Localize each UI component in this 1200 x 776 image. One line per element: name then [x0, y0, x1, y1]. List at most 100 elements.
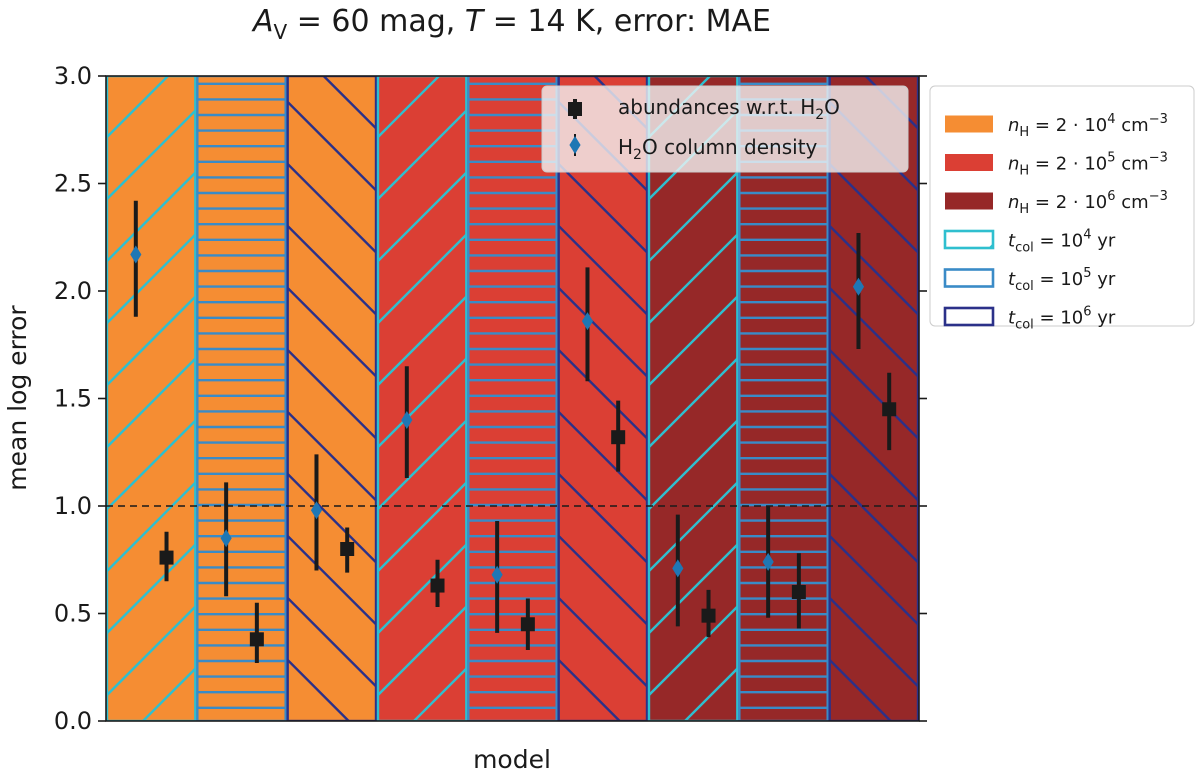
model-legend-part: n: [1008, 154, 1019, 175]
model-legend-part: = 2 · 10: [1029, 192, 1107, 213]
model-legend-part: = 10: [1034, 269, 1083, 290]
abundance-point: [791, 585, 806, 599]
model-band: [557, 76, 648, 721]
hatch-line: [106, 169, 197, 264]
legend-density-swatch: [945, 154, 993, 171]
model-band-edge: [828, 76, 919, 721]
column-density-point: [401, 411, 413, 429]
legend-square: [568, 102, 582, 116]
model-legend-entries: nH = 2 · 104 cm−3nH = 2 · 105 cm−3nH = 2…: [943, 112, 1168, 333]
model-legend-label: nH = 2 · 104 cm−3: [1008, 112, 1168, 140]
hatch-diagonal: [377, 76, 468, 721]
model-legend-part: n: [1008, 115, 1019, 136]
column-density-point: [852, 277, 865, 296]
legend-time-swatch-edge: [943, 268, 995, 288]
model-band-edge: [196, 76, 287, 721]
legend-label-column-density: H2O column density: [618, 135, 818, 163]
hatch-line: [286, 533, 377, 628]
model-bands: [106, 76, 919, 721]
legend-part: O: [824, 95, 840, 119]
legend-marker-diamond: [569, 134, 581, 156]
model-legend-part: = 10: [1034, 308, 1083, 329]
model-band: [467, 76, 558, 721]
model-legend-part: H: [1019, 164, 1029, 179]
column-density-point: [130, 245, 142, 264]
model-band: [738, 76, 829, 721]
model-legend-part: yr: [1092, 231, 1116, 252]
model-legend-part: = 10: [1034, 231, 1083, 252]
abundance-point: [430, 578, 445, 593]
abundance-point: [701, 608, 716, 623]
legend-density-swatch: [945, 192, 993, 210]
y-tick-label: 1.5: [54, 385, 92, 413]
hatch-line: [377, 355, 468, 450]
y-axis-label: mean log error: [3, 305, 32, 491]
hatch-back-diagonal: [557, 76, 649, 721]
hatch-back-diagonal: [286, 76, 377, 721]
model-band-edge: [467, 76, 558, 721]
model-legend-part: t: [1008, 269, 1016, 290]
hatch-line: [828, 161, 919, 256]
hatch-line: [106, 603, 197, 698]
hatch-line: [377, 603, 468, 698]
hatch-line: [106, 355, 197, 450]
legend-part: 2: [815, 107, 824, 123]
column-density-point: [672, 559, 684, 578]
model-legend-part: H: [1019, 125, 1029, 140]
model-legend-label: tcol = 106 yr: [1008, 305, 1116, 333]
model-legend-part: col: [1015, 241, 1034, 256]
model-band-edge: [647, 76, 739, 721]
hatch-horizontal: [196, 82, 287, 709]
hatch-line: [648, 603, 739, 698]
column-density-point: [220, 529, 232, 548]
model-band: [828, 76, 919, 721]
legend-time-swatch: [945, 231, 993, 248]
hatch-line: [828, 347, 919, 442]
model-legend-part: cm: [1116, 115, 1149, 136]
abundance-point: [611, 430, 626, 445]
hatch-line: [286, 99, 377, 194]
column-density-point: [310, 501, 323, 520]
column-density-point: [762, 552, 774, 571]
hatch-diagonal: [106, 76, 197, 721]
model-legend-part: = 2 · 10: [1029, 154, 1107, 175]
title-part: = 60 mag,: [287, 4, 465, 39]
series-legend-frame: [541, 85, 909, 173]
model-legend-part: = 2 · 10: [1029, 115, 1107, 136]
hatch-diagonal: [648, 76, 739, 721]
hatch-line: [648, 169, 739, 264]
legend-time-swatch: [945, 269, 993, 287]
legend-part: H: [618, 135, 633, 159]
title-part: T: [465, 4, 486, 39]
model-band-edge: [557, 76, 649, 721]
series-legend: abundances w.r.t. H2O H2O column density: [541, 85, 909, 173]
y-axis: 0.0 0.5 1.0 1.5 2.0 2.5 3.0: [54, 62, 927, 735]
model-legend-label: nH = 2 · 105 cm−3: [1008, 151, 1168, 179]
title-part: = 14 K, error: MAE: [483, 4, 771, 39]
hatch-line: [106, 541, 197, 636]
model-legend-part: 5: [1107, 151, 1115, 166]
model-band: [106, 76, 197, 721]
model-legend-part: −3: [1149, 112, 1168, 127]
model-band-edge: [376, 76, 468, 721]
model-legend-part: 4: [1083, 228, 1091, 243]
abundance-point: [520, 617, 535, 632]
hatch-line: [648, 107, 739, 202]
model-legend-part: 6: [1107, 189, 1115, 204]
model-band-edge: [106, 76, 197, 721]
model-legend-part: cm: [1116, 154, 1149, 175]
title-part: A: [251, 4, 274, 39]
model-legend-frame: [929, 85, 1195, 327]
legend-time-swatch-edge: [943, 306, 995, 327]
model-legend-part: col: [1015, 279, 1034, 294]
chart-title: AV = 60 mag, T = 14 K, error: MAE: [251, 4, 771, 44]
x-axis-label: model: [473, 745, 551, 774]
model-legend-part: −3: [1149, 151, 1168, 166]
y-tick-label: 0.0: [54, 707, 92, 735]
hatch-line: [557, 595, 649, 690]
hatch-line: [828, 595, 919, 690]
y-tick-label: 0.5: [54, 600, 92, 628]
hatch-line: [106, 107, 197, 202]
legend-time-swatch: [945, 308, 993, 325]
